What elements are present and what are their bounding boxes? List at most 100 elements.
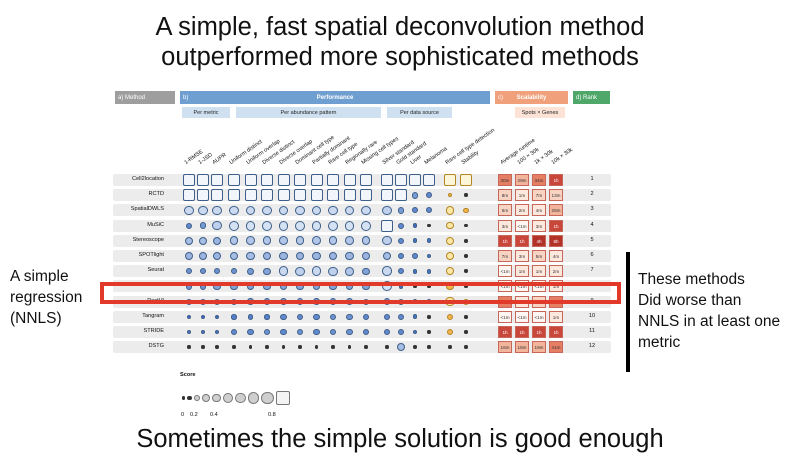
row-band	[113, 341, 611, 354]
score-dot	[448, 345, 452, 349]
score-dot	[411, 207, 418, 214]
rank-value: 10	[588, 312, 596, 319]
score-dot	[346, 313, 353, 321]
performance-letter: b)	[183, 94, 189, 101]
score-square	[381, 174, 393, 186]
score-dot	[279, 236, 288, 246]
score-dot	[346, 328, 353, 336]
runtime-cell: <1m	[532, 310, 546, 323]
score-dot	[425, 207, 432, 214]
score-dot	[426, 268, 432, 274]
score-dot	[329, 313, 337, 321]
score-dot	[397, 252, 404, 259]
legend-dot	[261, 391, 274, 405]
score-dot	[329, 328, 337, 336]
score-square	[395, 174, 407, 186]
runtime-cell: 1h	[515, 234, 529, 247]
score-dot	[263, 267, 271, 275]
scalability-column-header: 10k × 30k	[550, 147, 575, 166]
score-dot	[199, 267, 207, 275]
score-square	[381, 189, 393, 202]
score-dot	[345, 266, 354, 276]
score-dot	[212, 236, 222, 245]
runtime-cell: 8m	[498, 189, 512, 202]
rank-value: 1	[590, 176, 594, 182]
score-dot	[262, 236, 272, 246]
runtime-cell: <1m	[515, 219, 529, 232]
score-dot	[200, 314, 206, 319]
score-dot	[232, 345, 236, 349]
score-square	[444, 174, 456, 186]
score-dot	[229, 205, 239, 216]
score-dot	[265, 345, 269, 349]
score-dot	[295, 220, 305, 231]
score-dot	[446, 328, 453, 335]
score-square	[395, 189, 407, 202]
score-dot	[396, 342, 406, 352]
runtime-cell: 4h	[532, 234, 546, 247]
per-data-source-label: Per data source	[400, 109, 439, 116]
score-dot	[296, 313, 303, 320]
score-dot	[231, 314, 237, 320]
rank-value: 4	[590, 221, 594, 228]
method-label: RCTD	[148, 191, 164, 198]
runtime-cell: <1m	[498, 265, 512, 278]
score-dot	[446, 221, 454, 230]
score-dot	[230, 328, 237, 335]
score-dot	[464, 345, 468, 349]
score-square	[244, 174, 257, 186]
score-dot	[328, 266, 338, 276]
score-dot	[427, 223, 431, 228]
score-dot	[187, 345, 191, 349]
left-note-line: regression	[10, 289, 83, 306]
score-square	[261, 189, 273, 202]
score-dot	[412, 268, 418, 274]
runtime-cell: 16m	[498, 341, 512, 354]
score-dot	[382, 236, 392, 246]
score-square	[360, 174, 372, 186]
runtime-cell: 8h	[549, 234, 563, 247]
score-dot	[364, 345, 368, 349]
score-dot	[184, 236, 194, 246]
score-square	[244, 189, 257, 202]
scalability-letter: c)	[498, 94, 503, 101]
rank-value: 5	[590, 236, 594, 243]
score-dot	[426, 238, 432, 244]
score-dot	[361, 236, 371, 246]
score-dot	[184, 205, 194, 216]
per-data-source-subheader: Per data source	[387, 107, 452, 118]
score-dot	[185, 267, 193, 275]
per-metric-label: Per metric	[193, 109, 219, 116]
score-dot	[229, 220, 239, 231]
runtime-cell: 18m	[515, 341, 529, 354]
score-dot	[298, 345, 302, 349]
score-square	[183, 189, 195, 202]
performance-header-label: Performance	[316, 94, 354, 101]
runtime-cell: 1h	[549, 326, 563, 338]
method-label: Tangram	[142, 312, 164, 319]
score-dot	[361, 251, 371, 261]
score-dot	[445, 236, 455, 245]
score-dot	[344, 220, 355, 231]
score-dot	[397, 313, 404, 320]
score-dot	[201, 345, 205, 349]
right-note-line: metric	[638, 334, 681, 351]
score-dot	[280, 313, 287, 320]
legend-dot	[222, 393, 233, 403]
rank-value: 3	[590, 206, 594, 213]
score-square	[197, 189, 209, 202]
score-dot	[411, 191, 419, 199]
row-band	[113, 310, 611, 323]
method-label: DSTG	[148, 343, 164, 350]
score-square	[228, 189, 240, 202]
score-dot	[278, 205, 289, 216]
score-dot	[295, 236, 305, 246]
legend-dot	[187, 395, 192, 401]
score-dot	[262, 220, 272, 231]
score-dot	[247, 314, 254, 320]
title-line-2: outperformed more sophisticated methods	[161, 43, 639, 71]
score-dot	[385, 345, 389, 349]
runtime-cell: 26m	[549, 204, 563, 217]
runtime-cell: 5m	[532, 250, 546, 262]
score-dot	[328, 205, 338, 216]
